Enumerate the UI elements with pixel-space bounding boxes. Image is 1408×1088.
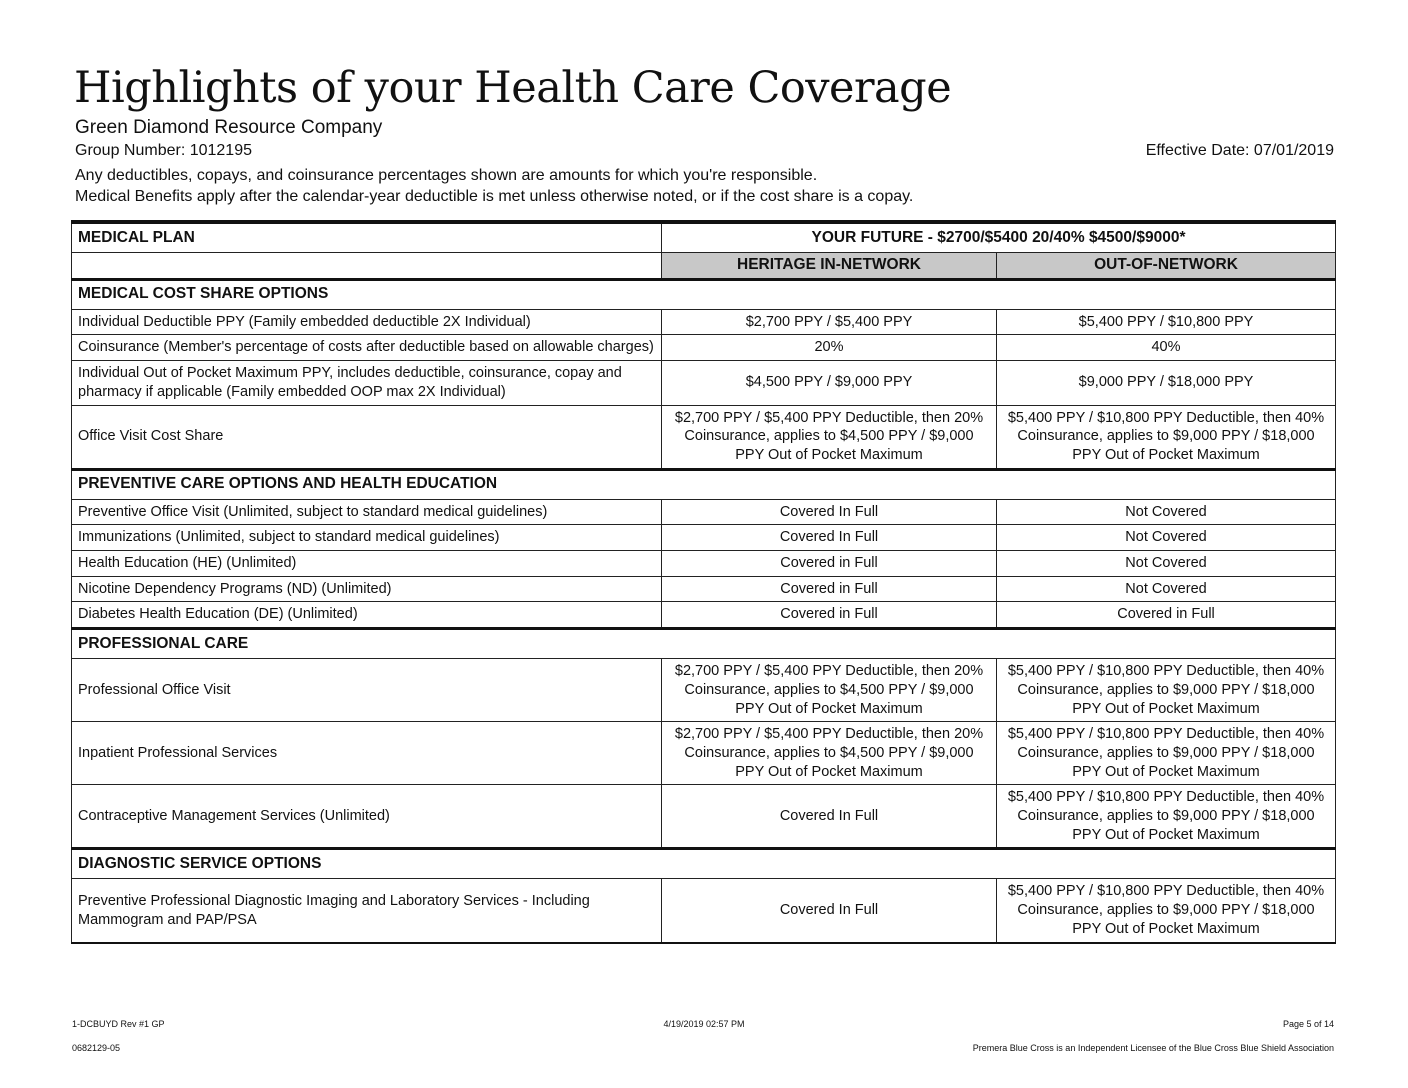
out-network-value: $5,400 PPY / $10,800 PPY Deductible, the…	[995, 784, 1337, 850]
in-network-value: Covered In Full	[661, 524, 997, 552]
table-row: Immunizations (Unlimited, subject to sta…	[71, 524, 1337, 552]
plan-name: YOUR FUTURE - $2700/$5400 20/40% $4500/$…	[660, 220, 1337, 253]
deductible-note: Medical Benefits apply after the calenda…	[75, 188, 914, 205]
benefit-label: Coinsurance (Member's percentage of cost…	[71, 334, 662, 362]
section-title: PREVENTIVE CARE OPTIONS AND HEALTH EDUCA…	[70, 467, 1337, 500]
in-network-value: Covered in Full	[661, 550, 997, 577]
out-network-value: $5,400 PPY / $10,800 PPY	[995, 308, 1337, 336]
in-network-value: $2,700 PPY / $5,400 PPY Deductible, then…	[661, 404, 997, 470]
group-number: Group Number: 1012195	[75, 142, 252, 159]
plan-label: MEDICAL PLAN	[71, 220, 662, 253]
licensee-note: Premera Blue Cross is an Independent Lic…	[972, 1043, 1334, 1053]
table-row: Coinsurance (Member's percentage of cost…	[71, 334, 1337, 362]
benefit-label: Immunizations (Unlimited, subject to sta…	[71, 524, 662, 552]
out-network-header: OUT-OF-NETWORK	[995, 252, 1337, 280]
out-network-value: $5,400 PPY / $10,800 PPY Deductible, the…	[995, 658, 1337, 723]
in-network-value: 20%	[661, 334, 997, 362]
company-name: Green Diamond Resource Company	[75, 117, 383, 138]
effective-date: Effective Date: 07/01/2019	[1145, 142, 1334, 159]
plan-header-row: MEDICAL PLAN YOUR FUTURE - $2700/$5400 2…	[71, 220, 1337, 253]
in-network-value: $2,700 PPY / $5,400 PPY	[661, 308, 997, 336]
table-row: Individual Deductible PPY (Family embedd…	[71, 308, 1337, 336]
in-network-value: Covered in Full	[661, 575, 997, 603]
in-network-header: HERITAGE IN-NETWORK	[661, 252, 997, 280]
out-network-value: Not Covered	[995, 498, 1337, 526]
benefit-label: Preventive Professional Diagnostic Imagi…	[71, 878, 662, 944]
section-title: MEDICAL COST SHARE OPTIONS	[70, 277, 1337, 310]
benefit-label: Diabetes Health Education (DE) (Unlimite…	[71, 601, 662, 630]
form-id: 1-DCBUYD Rev #1 GP	[72, 1019, 165, 1029]
cost-note: Any deductibles, copays, and coinsurance…	[75, 167, 818, 184]
in-network-value: $4,500 PPY / $9,000 PPY	[661, 360, 997, 406]
section-title: DIAGNOSTIC SERVICE OPTIONS	[70, 847, 1337, 880]
benefit-label: Professional Office Visit	[71, 658, 662, 723]
section-header-row: DIAGNOSTIC SERVICE OPTIONS	[70, 847, 1337, 880]
page-number: Page 5 of 14	[1282, 1019, 1334, 1029]
table-row: Individual Out of Pocket Maximum PPY, in…	[71, 360, 1337, 406]
section-header-row: PREVENTIVE CARE OPTIONS AND HEALTH EDUCA…	[70, 467, 1337, 500]
doc-code: 0682129-05	[72, 1043, 121, 1053]
section-header-row: MEDICAL COST SHARE OPTIONS	[70, 277, 1337, 310]
benefit-label: Preventive Office Visit (Unlimited, subj…	[71, 498, 662, 526]
in-network-value: $2,700 PPY / $5,400 PPY Deductible, then…	[661, 658, 997, 723]
network-header-row: HERITAGE IN-NETWORK OUT-OF-NETWORK	[71, 252, 1337, 280]
in-network-value: Covered In Full	[661, 784, 997, 850]
blank-header-cell	[71, 252, 662, 280]
benefit-label: Nicotine Dependency Programs (ND) (Unlim…	[71, 575, 662, 603]
table-row: Nicotine Dependency Programs (ND) (Unlim…	[71, 575, 1337, 603]
out-network-value: $5,400 PPY / $10,800 PPY Deductible, the…	[995, 878, 1337, 944]
out-network-value: Not Covered	[995, 575, 1337, 603]
print-date: 4/19/2019 02:57 PM	[663, 1019, 745, 1029]
benefit-label: Inpatient Professional Services	[71, 721, 662, 786]
out-network-value: Not Covered	[995, 524, 1337, 552]
benefit-label: Office Visit Cost Share	[71, 404, 662, 470]
table-row: Health Education (HE) (Unlimited) Covered…	[71, 550, 1337, 577]
out-network-value: Covered in Full	[995, 601, 1337, 630]
in-network-value: Covered In Full	[661, 498, 997, 526]
table-row: Preventive Office Visit (Unlimited, subj…	[71, 498, 1337, 526]
table-row: Office Visit Cost Share $2,700 PPY / $5,4…	[71, 404, 1337, 470]
section-header-row: PROFESSIONAL CARE	[70, 627, 1337, 660]
benefit-label: Contraceptive Management Services (Unlim…	[71, 784, 662, 850]
table-row: Preventive Professional Diagnostic Imagi…	[71, 878, 1337, 944]
table-row: Inpatient Professional Services $2,700 PP…	[71, 721, 1337, 786]
out-network-value: Not Covered	[995, 550, 1337, 577]
out-network-value: $9,000 PPY / $18,000 PPY	[995, 360, 1337, 406]
benefit-label: Individual Out of Pocket Maximum PPY, in…	[71, 360, 662, 406]
page-title: Highlights of your Health Care Coverage	[74, 63, 952, 113]
out-network-value: $5,400 PPY / $10,800 PPY Deductible, the…	[995, 404, 1337, 470]
in-network-value: $2,700 PPY / $5,400 PPY Deductible, then…	[661, 721, 997, 786]
in-network-value: Covered in Full	[661, 601, 997, 630]
coverage-table: MEDICAL PLAN YOUR FUTURE - $2700/$5400 2…	[70, 220, 1337, 944]
out-network-value: 40%	[995, 334, 1337, 362]
out-network-value: $5,400 PPY / $10,800 PPY Deductible, the…	[995, 721, 1337, 786]
benefit-label: Individual Deductible PPY (Family embedd…	[71, 308, 662, 336]
in-network-value: Covered In Full	[661, 878, 997, 944]
table-row: Contraceptive Management Services (Unlim…	[71, 784, 1337, 850]
benefit-label: Health Education (HE) (Unlimited)	[71, 550, 662, 577]
table-row: Professional Office Visit $2,700 PPY / $5…	[71, 658, 1337, 723]
section-title: PROFESSIONAL CARE	[70, 627, 1337, 660]
table-row: Diabetes Health Education (DE) (Unlimite…	[71, 601, 1337, 630]
